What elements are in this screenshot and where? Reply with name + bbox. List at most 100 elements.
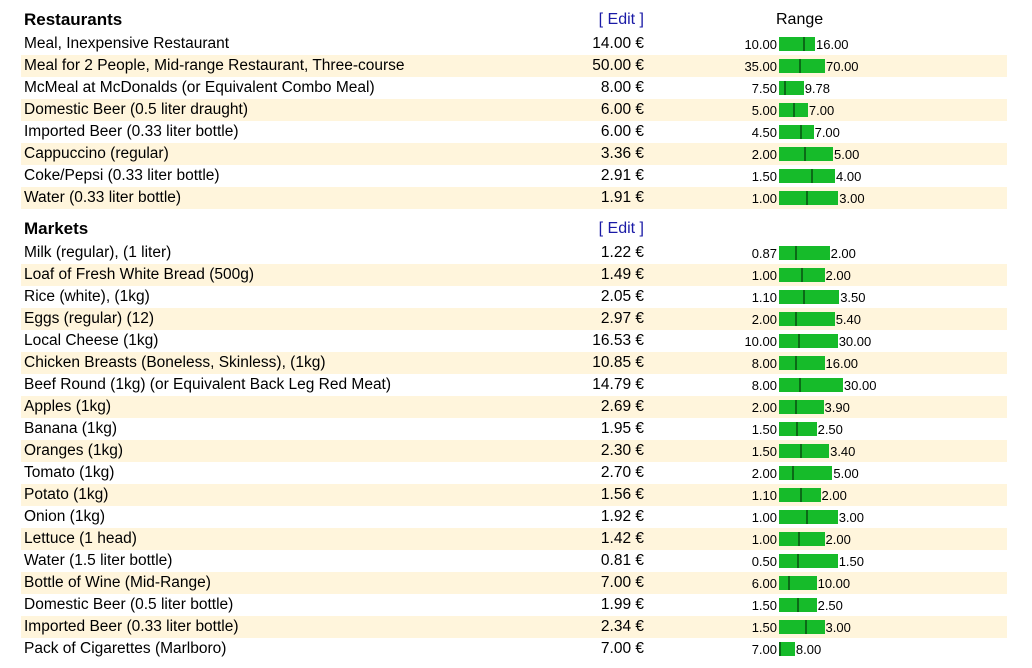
table-row: Tomato (1kg) 2.70 € 2.00 5.00 bbox=[0, 462, 1032, 484]
range-high-value: 3.00 bbox=[825, 620, 851, 635]
item-name: Coke/Pepsi (0.33 liter bottle) bbox=[24, 167, 220, 184]
item-name: Oranges (1kg) bbox=[24, 442, 124, 459]
table-row: Imported Beer (0.33 liter bottle) 6.00 € 4… bbox=[0, 121, 1032, 143]
range-bar bbox=[779, 246, 830, 260]
item-name: Meal for 2 People, Mid-range Restaurant,… bbox=[24, 57, 405, 74]
section-title: Markets bbox=[24, 219, 89, 238]
range-average-marker bbox=[798, 59, 801, 73]
range-bar bbox=[779, 103, 808, 117]
row-background bbox=[21, 55, 1007, 77]
item-name: Water (0.33 liter bottle) bbox=[24, 189, 182, 206]
range-average-marker bbox=[806, 191, 808, 205]
table-row: Eggs (regular) (12) 2.97 € 2.00 5.40 bbox=[0, 308, 1032, 330]
range-high-value: 4.00 bbox=[836, 169, 862, 184]
item-name: Imported Beer (0.33 liter bottle) bbox=[24, 123, 239, 140]
range-low-value: 1.50 bbox=[751, 169, 777, 184]
item-name: Lettuce (1 head) bbox=[24, 530, 137, 547]
range-bar bbox=[779, 268, 825, 282]
range-average-marker bbox=[795, 422, 798, 436]
range-low-value: 1.50 bbox=[751, 620, 777, 635]
table-row: Beef Round (1kg) (or Equivalent Back Leg… bbox=[0, 374, 1032, 396]
range-high-value: 9.78 bbox=[804, 81, 830, 96]
table-row: Lettuce (1 head) 1.42 € 1.00 2.00 bbox=[0, 528, 1032, 550]
range-average-marker bbox=[801, 268, 804, 282]
table-row: Loaf of Fresh White Bread (500g) 1.49 € 1.… bbox=[0, 264, 1032, 286]
range-low-value: 6.00 bbox=[751, 576, 777, 591]
row-background bbox=[21, 352, 1007, 374]
item-name: Banana (1kg) bbox=[24, 420, 118, 437]
range-low-value: 7.50 bbox=[751, 81, 777, 96]
item-name: Local Cheese (1kg) bbox=[24, 332, 159, 349]
item-price: 1.91 € bbox=[600, 189, 644, 206]
range-low-value: 8.00 bbox=[751, 378, 777, 393]
row-background bbox=[21, 99, 1007, 121]
range-high-value: 30.00 bbox=[843, 378, 877, 393]
item-price: 1.22 € bbox=[600, 244, 644, 261]
row-background bbox=[21, 572, 1007, 594]
item-price: 2.70 € bbox=[600, 464, 644, 481]
item-name: Chicken Breasts (Boneless, Skinless), (1… bbox=[24, 354, 326, 371]
range-high-value: 5.00 bbox=[834, 147, 860, 162]
item-price: 1.42 € bbox=[600, 530, 644, 547]
range-bar bbox=[779, 378, 843, 392]
range-high-value: 5.40 bbox=[835, 312, 861, 327]
range-bar bbox=[779, 488, 821, 502]
item-price: 7.00 € bbox=[600, 574, 644, 591]
range-low-value: 2.00 bbox=[751, 400, 777, 415]
edit-link[interactable]: [ Edit ] bbox=[598, 11, 644, 28]
range-high-value: 3.00 bbox=[839, 191, 865, 206]
item-price: 1.95 € bbox=[600, 420, 644, 437]
row-background bbox=[21, 396, 1007, 418]
table-row: Meal for 2 People, Mid-range Restaurant,… bbox=[0, 55, 1032, 77]
row-background bbox=[21, 308, 1007, 330]
table-row: Onion (1kg) 1.92 € 1.00 3.00 bbox=[0, 506, 1032, 528]
range-bar bbox=[779, 169, 835, 183]
range-high-value: 30.00 bbox=[838, 334, 872, 349]
range-high-value: 2.00 bbox=[830, 246, 856, 261]
item-price: 2.69 € bbox=[600, 398, 644, 415]
table-row: Banana (1kg) 1.95 € 1.50 2.50 bbox=[0, 418, 1032, 440]
item-price: 14.79 € bbox=[592, 376, 644, 393]
range-high-value: 5.00 bbox=[833, 466, 859, 481]
table-row: Domestic Beer (0.5 liter draught) 6.00 € 5… bbox=[0, 99, 1032, 121]
row-background bbox=[21, 187, 1007, 209]
item-price: 2.05 € bbox=[600, 288, 644, 305]
range-low-value: 1.50 bbox=[751, 598, 777, 613]
range-bar bbox=[779, 466, 833, 480]
range-low-value: 1.00 bbox=[751, 191, 777, 206]
range-high-value: 16.00 bbox=[825, 356, 859, 371]
range-bar bbox=[779, 81, 804, 95]
range-low-value: 1.10 bbox=[751, 488, 777, 503]
range-low-value: 1.00 bbox=[751, 510, 777, 525]
range-column-header: Range bbox=[776, 11, 824, 28]
range-high-value: 7.00 bbox=[814, 125, 840, 140]
row-background bbox=[21, 528, 1007, 550]
range-bar bbox=[779, 290, 840, 304]
range-average-marker bbox=[793, 103, 796, 117]
table-row: Water (0.33 liter bottle) 1.91 € 1.00 3.00 bbox=[0, 187, 1032, 209]
row-background bbox=[21, 264, 1007, 286]
item-price: 1.92 € bbox=[600, 508, 644, 525]
item-price: 14.00 € bbox=[592, 35, 644, 52]
item-price: 10.85 € bbox=[592, 354, 644, 371]
range-average-marker bbox=[804, 620, 807, 634]
range-average-marker bbox=[798, 334, 801, 348]
edit-link[interactable]: [ Edit ] bbox=[598, 220, 644, 237]
section-header: Restaurants [ Edit ] Range bbox=[0, 9, 1032, 31]
item-price: 50.00 € bbox=[592, 57, 644, 74]
item-name: McMeal at McDonalds (or Equivalent Combo… bbox=[24, 79, 375, 96]
item-price: 6.00 € bbox=[600, 123, 644, 140]
table-row: Milk (regular), (1 liter) 1.22 € 0.87 2.00 bbox=[0, 242, 1032, 264]
item-name: Tomato (1kg) bbox=[24, 464, 115, 481]
range-bar bbox=[779, 642, 795, 656]
table-row: Cappuccino (regular) 3.36 € 2.00 5.00 bbox=[0, 143, 1032, 165]
item-price: 8.00 € bbox=[600, 79, 644, 96]
range-bar bbox=[779, 37, 815, 51]
table-row: McMeal at McDonalds (or Equivalent Combo… bbox=[0, 77, 1032, 99]
table-row: Local Cheese (1kg) 16.53 € 10.00 30.00 bbox=[0, 330, 1032, 352]
range-low-value: 0.50 bbox=[751, 554, 777, 569]
range-low-value: 2.00 bbox=[751, 147, 777, 162]
range-low-value: 8.00 bbox=[751, 356, 777, 371]
range-low-value: 2.00 bbox=[751, 466, 777, 481]
range-low-value: 1.10 bbox=[751, 290, 777, 305]
